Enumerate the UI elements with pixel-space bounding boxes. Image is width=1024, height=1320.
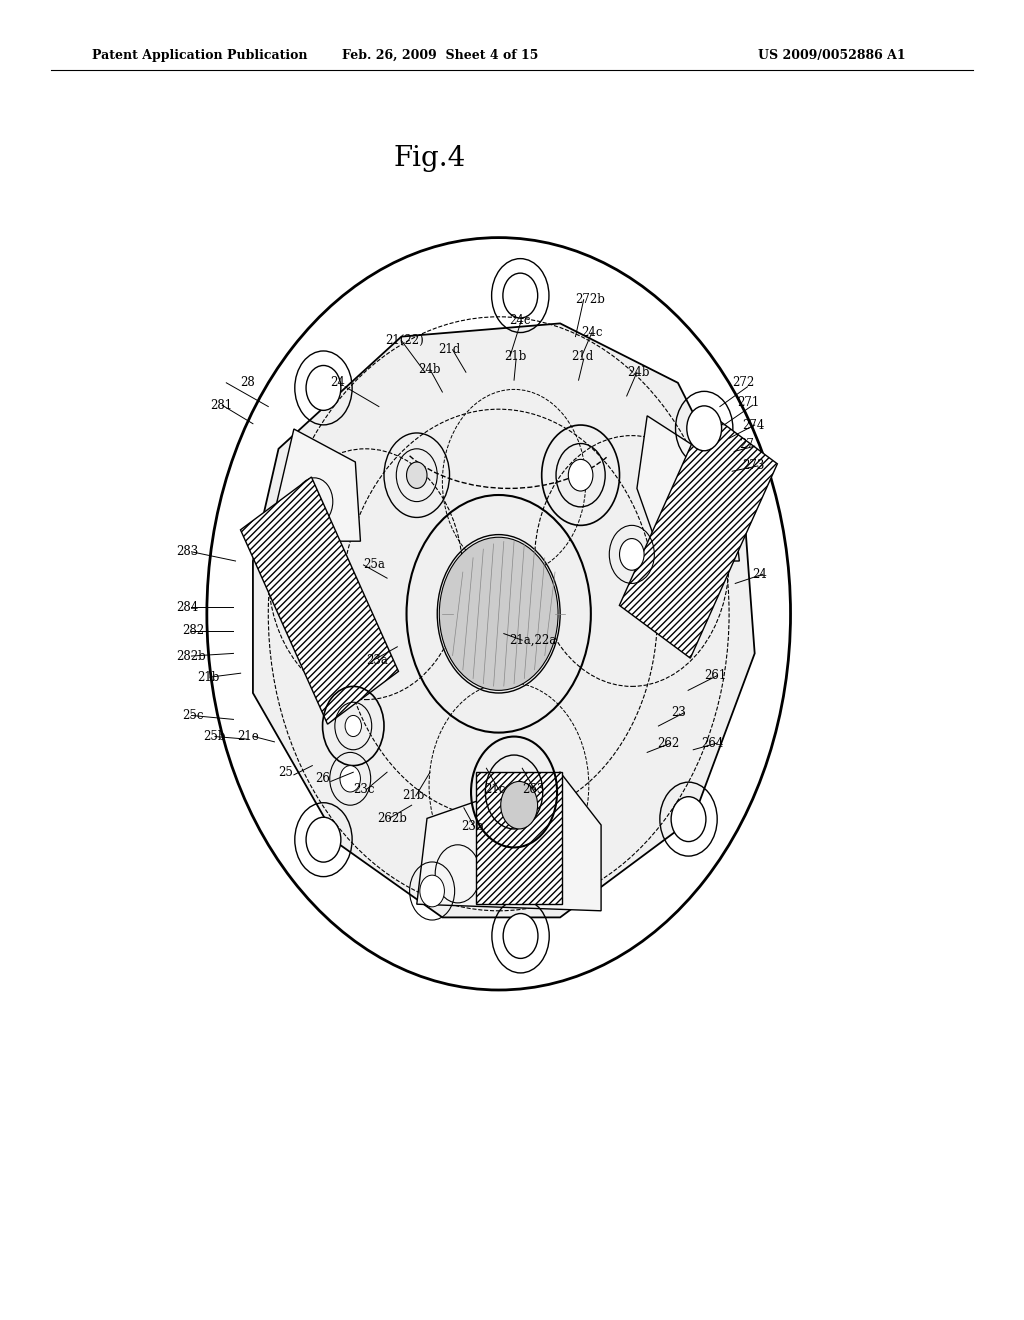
- Polygon shape: [637, 416, 739, 561]
- Text: 24c: 24c: [582, 326, 603, 339]
- Circle shape: [345, 715, 361, 737]
- Text: 24: 24: [330, 376, 345, 389]
- Text: 21b: 21b: [504, 350, 526, 363]
- Text: 23b: 23b: [461, 820, 483, 833]
- Circle shape: [420, 875, 444, 907]
- Circle shape: [671, 797, 706, 842]
- Text: 21a,22a: 21a,22a: [509, 634, 556, 647]
- Text: 21(22): 21(22): [385, 334, 424, 347]
- Text: 272: 272: [732, 376, 755, 389]
- Text: 25: 25: [279, 766, 294, 779]
- Circle shape: [407, 462, 427, 488]
- Circle shape: [687, 405, 722, 450]
- Polygon shape: [417, 772, 601, 911]
- Circle shape: [340, 766, 360, 792]
- Circle shape: [306, 817, 341, 862]
- Text: 26: 26: [315, 772, 331, 785]
- Circle shape: [306, 366, 341, 411]
- Circle shape: [620, 539, 644, 570]
- Circle shape: [568, 459, 593, 491]
- Text: 27: 27: [739, 438, 755, 451]
- Text: 23c: 23c: [353, 783, 375, 796]
- Text: 21d: 21d: [438, 343, 461, 356]
- Circle shape: [503, 913, 538, 958]
- Text: 24b: 24b: [418, 363, 440, 376]
- Polygon shape: [253, 323, 755, 917]
- Text: 262b: 262b: [377, 812, 407, 825]
- Polygon shape: [476, 772, 562, 904]
- Text: 264: 264: [701, 737, 724, 750]
- Text: 28: 28: [241, 376, 255, 389]
- Text: 283: 283: [176, 545, 199, 558]
- Text: 261: 261: [705, 669, 727, 682]
- Text: 282b: 282b: [176, 649, 206, 663]
- Text: 263: 263: [522, 783, 545, 796]
- Circle shape: [503, 273, 538, 318]
- Text: 25c: 25c: [182, 709, 204, 722]
- Circle shape: [501, 781, 538, 829]
- Text: 271: 271: [737, 396, 760, 409]
- Polygon shape: [241, 477, 398, 725]
- Text: 23: 23: [671, 706, 686, 719]
- Text: 25b: 25b: [203, 730, 225, 743]
- Text: 273: 273: [742, 459, 765, 473]
- Text: 21c: 21c: [484, 783, 506, 796]
- Text: 24c: 24c: [509, 314, 530, 327]
- Text: US 2009/0052886 A1: US 2009/0052886 A1: [758, 49, 905, 62]
- Polygon shape: [620, 411, 777, 659]
- Text: 21d: 21d: [571, 350, 594, 363]
- Text: 25a: 25a: [364, 558, 385, 572]
- Text: 284: 284: [176, 601, 199, 614]
- Text: 24: 24: [753, 568, 768, 581]
- Text: 21b: 21b: [198, 671, 220, 684]
- Circle shape: [439, 537, 558, 690]
- Text: 21e: 21e: [238, 730, 259, 743]
- Text: Feb. 26, 2009  Sheet 4 of 15: Feb. 26, 2009 Sheet 4 of 15: [342, 49, 539, 62]
- Text: 262: 262: [657, 737, 680, 750]
- Polygon shape: [275, 429, 360, 541]
- Text: 24b: 24b: [627, 366, 649, 379]
- Text: 281: 281: [210, 399, 232, 412]
- Text: 23a: 23a: [367, 653, 388, 667]
- Text: 282: 282: [182, 624, 205, 638]
- Text: 272b: 272b: [575, 293, 605, 306]
- Text: 21b: 21b: [402, 789, 425, 803]
- Text: 274: 274: [742, 418, 765, 432]
- Text: Patent Application Publication: Patent Application Publication: [92, 49, 307, 62]
- Text: Fig.4: Fig.4: [394, 145, 466, 172]
